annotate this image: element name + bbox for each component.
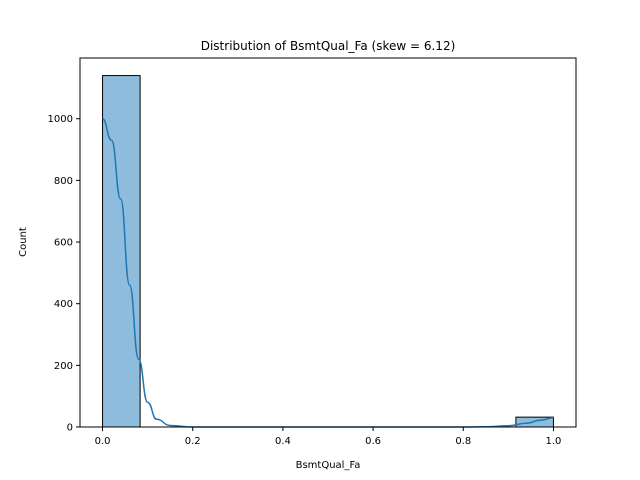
x-tick-label: 0.4 (275, 436, 291, 447)
histogram-bar-0 (102, 75, 141, 428)
x-tick-label: 0.0 (95, 436, 111, 447)
y-tick-label: 600 (54, 238, 73, 249)
y-tick-label: 400 (54, 299, 73, 310)
y-axis-label: Count (18, 227, 29, 257)
x-tick-label: 0.6 (365, 436, 381, 447)
y-axis: 0 200 400 600 800 1000 (48, 114, 80, 434)
x-axis: 0.0 0.2 0.4 0.6 0.8 1.0 (95, 427, 562, 447)
x-tick-label: 0.2 (185, 436, 201, 447)
y-tick-label: 800 (54, 176, 73, 187)
chart-title: Distribution of BsmtQual_Fa (skew = 6.12… (201, 39, 456, 53)
x-tick-label: 0.8 (455, 436, 471, 447)
y-tick-label: 200 (54, 361, 73, 372)
y-tick-label: 0 (67, 423, 73, 434)
y-tick-label: 1000 (48, 114, 73, 125)
x-axis-label: BsmtQual_Fa (296, 460, 361, 471)
x-tick-label: 1.0 (546, 436, 562, 447)
